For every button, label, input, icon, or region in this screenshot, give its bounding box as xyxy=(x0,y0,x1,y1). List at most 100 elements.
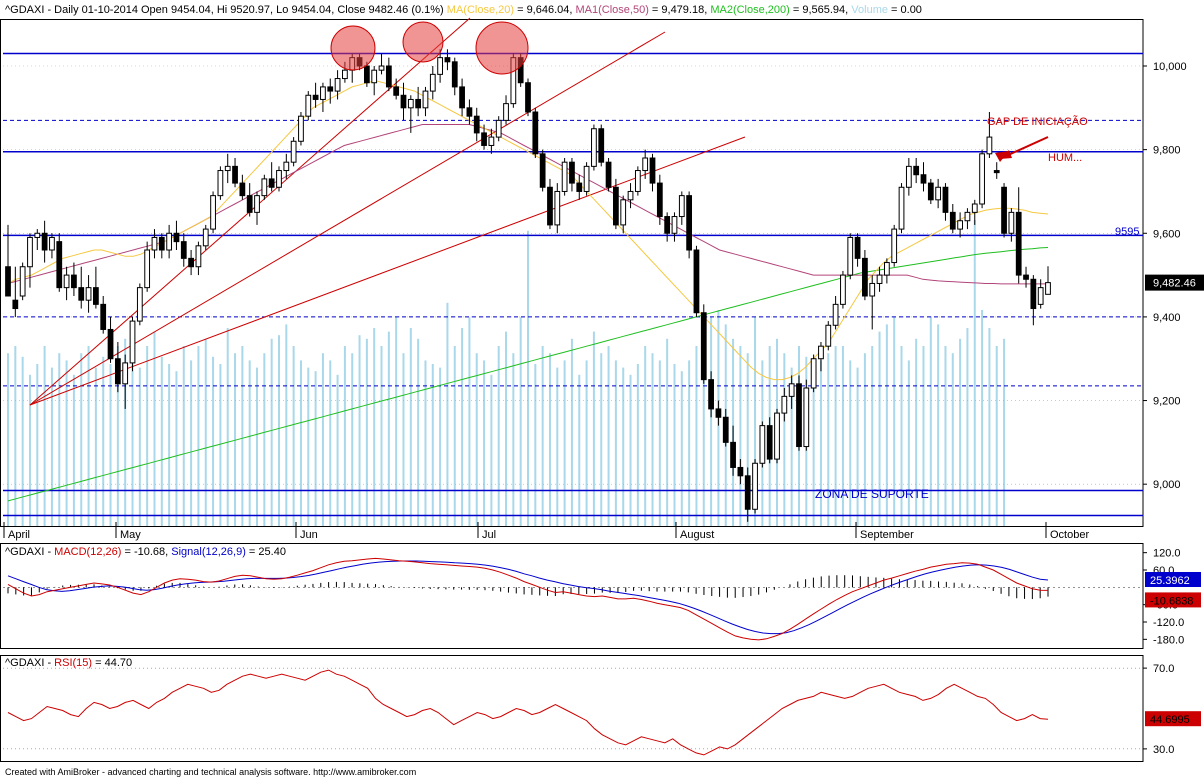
candle-body xyxy=(78,287,85,301)
candle-body xyxy=(869,282,876,297)
candle-body xyxy=(495,119,502,138)
volume-bar xyxy=(790,367,793,526)
volume-bar xyxy=(878,331,881,526)
volume-bar xyxy=(102,356,105,526)
trendline xyxy=(29,136,746,406)
candle-body xyxy=(407,98,414,109)
candle-body xyxy=(334,78,341,92)
volume-bar xyxy=(995,346,998,526)
candle-body xyxy=(246,195,253,213)
rsi-tick-label: 70.0 xyxy=(1153,663,1174,675)
candle-body xyxy=(451,61,458,88)
candle-body xyxy=(342,69,348,80)
volume-bar xyxy=(475,353,478,526)
candle-body xyxy=(642,157,649,172)
volume-bar xyxy=(431,364,434,526)
volume-bar xyxy=(695,346,698,526)
volume-bar xyxy=(629,374,632,526)
candle-body xyxy=(700,312,707,381)
candle-body xyxy=(744,475,751,510)
candle-body xyxy=(371,69,378,84)
candle-body xyxy=(532,111,539,155)
volume-bar xyxy=(256,367,259,526)
volume-bar xyxy=(636,364,639,526)
volume-bar xyxy=(453,346,456,526)
volume-bar xyxy=(556,367,559,526)
candle-body xyxy=(327,86,334,92)
candle-body xyxy=(290,140,297,163)
volume-bar xyxy=(819,360,822,526)
volume-bar xyxy=(131,353,134,526)
candle-body xyxy=(598,128,605,163)
volume-bar xyxy=(834,346,837,526)
month-label: April xyxy=(8,529,30,541)
month-label: May xyxy=(120,529,141,541)
candle-body xyxy=(437,57,443,75)
volume-bar xyxy=(365,338,368,526)
volume-bar xyxy=(299,360,302,526)
volume-bar xyxy=(277,335,280,526)
candle-body xyxy=(254,195,260,213)
month-label: Jun xyxy=(300,529,318,541)
volume-bar xyxy=(893,317,896,526)
volume-bar xyxy=(622,367,625,526)
header-segment: Volume xyxy=(851,4,888,16)
volume-bar xyxy=(871,346,874,526)
candle-body xyxy=(686,195,693,251)
volume-bar xyxy=(439,367,442,526)
volume-bar xyxy=(497,346,500,526)
candle-body xyxy=(158,236,165,251)
candle-body xyxy=(583,165,590,192)
candle-body xyxy=(752,462,758,510)
candle-body xyxy=(488,136,495,146)
volume-bar xyxy=(28,374,31,526)
rsi-tick-label: 30.0 xyxy=(1153,744,1174,756)
volume-bar xyxy=(387,331,390,526)
candle-body xyxy=(576,182,583,192)
candle-body xyxy=(708,379,714,410)
candle-body xyxy=(883,262,890,276)
candle-body xyxy=(151,236,158,251)
candle-body xyxy=(422,90,429,109)
signal-line xyxy=(7,560,1049,635)
volume-bar xyxy=(592,331,595,526)
candle-body xyxy=(942,186,949,213)
candle-body xyxy=(276,170,282,188)
price-tick-label: 9,200 xyxy=(1153,396,1181,408)
price-header: ^GDAXI - Daily 01-10-2014 Open 9454.04, … xyxy=(5,4,922,16)
ma20-line xyxy=(7,80,1049,381)
candle-body xyxy=(63,274,70,289)
volume-bar xyxy=(321,353,324,526)
top-marker-circle xyxy=(330,25,376,71)
volume-bar xyxy=(841,346,844,526)
volume-bar xyxy=(109,364,112,526)
rsi-value-label: 44.6995 xyxy=(1150,714,1190,726)
volume-bar xyxy=(966,328,969,526)
volume-bar xyxy=(988,328,991,526)
candle-body xyxy=(180,241,187,259)
candle-body xyxy=(100,303,107,330)
candle-body xyxy=(715,408,722,418)
candle-body xyxy=(693,249,700,314)
rsi-pane: ^GDAXI - RSI(15) = 44.70 70.0 30.0 44.6995 xyxy=(0,655,1201,762)
volume-bar xyxy=(241,346,244,526)
candle-body xyxy=(634,170,641,192)
volume-bar xyxy=(673,364,676,526)
header-segment: RSI(15) xyxy=(54,657,92,669)
volume-bar xyxy=(395,317,398,526)
volume-bar xyxy=(585,360,588,526)
price-tick-label: 9,600 xyxy=(1153,228,1181,240)
volume-bar xyxy=(329,360,332,526)
footer-credit: Created with AmiBroker - advanced charti… xyxy=(5,767,417,777)
annotation-level-9595: 9595 xyxy=(1115,226,1139,238)
candle-body xyxy=(781,395,788,414)
candle-body xyxy=(261,178,268,197)
annotation-gap: GAP DE INICIAÇÃO xyxy=(987,115,1088,128)
price-pane-frame xyxy=(0,19,1144,527)
candle-body xyxy=(913,165,920,176)
volume-bar xyxy=(351,353,354,526)
volume-bar xyxy=(505,331,508,526)
volume-bar xyxy=(849,360,852,526)
volume-bar xyxy=(314,371,317,526)
